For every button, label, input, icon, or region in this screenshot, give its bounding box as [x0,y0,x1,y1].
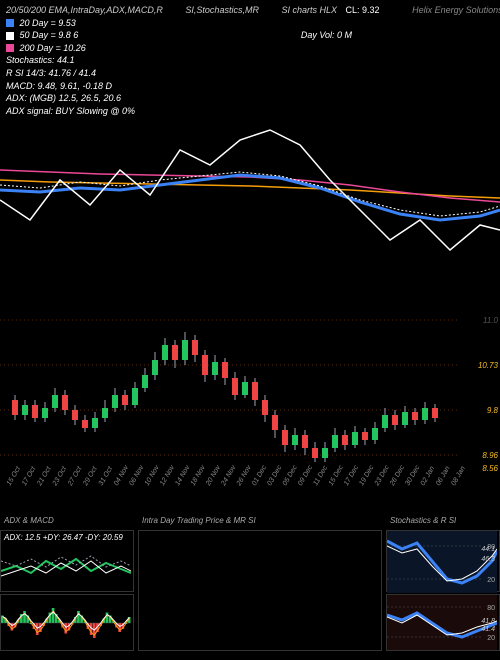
adx-label: ADX: (MGB) 12.5, 26.5, 20.6 [6,92,494,105]
day200-swatch [6,44,14,52]
macd-panel [0,594,134,651]
indicators-list: 20/50/200 EMA,IntraDay,ADX,MACD,R [6,5,163,15]
company-name: Helix Energy Solutions [412,5,500,15]
day50-label: 50 Day = 9.8 6 [20,30,79,40]
svg-text:44.1: 44.1 [481,546,495,553]
cl-value: 9.32 [362,5,380,15]
svg-text:80: 80 [487,605,495,612]
svg-text:41.8: 41.8 [481,618,495,625]
svg-text:8.56: 8.56 [482,464,498,473]
panel-title-adx: ADX & MACD [4,516,54,525]
svg-text:46.3: 46.3 [481,556,495,563]
day20-swatch [6,19,14,27]
rsi-panel: 80 20 41.841.4 [386,594,500,651]
day-vol: Day Vol: 0 M [301,30,352,40]
day20-label: 20 Day = 9.53 [20,18,76,28]
day200-label: 200 Day = 10.26 [20,43,86,53]
svg-text:21 Oct: 21 Oct [36,465,53,488]
svg-text:10.73: 10.73 [478,361,499,370]
svg-text:11.0: 11.0 [483,316,499,325]
rsi-label: R SI 14/3: 41.76 / 41.4 [6,67,494,80]
ticker-label: SI charts HLX [281,5,337,15]
adx-text: ADX: 12.5 +DY: 26.47 -DY: 20.59 [4,533,123,542]
svg-text:23 Oct: 23 Oct [51,465,68,488]
bottom-panels: ADX & MACD ADX: 12.5 +DY: 26.47 -DY: 20.… [0,530,500,655]
panel-title-intraday: Intra Day Trading Price & MR SI [142,516,256,525]
stoch-panel: 802044.146.3 [386,530,500,592]
svg-text:41.4: 41.4 [481,626,495,633]
indicators-list-2: SI,Stochastics,MR [185,5,259,15]
panel-title-stoch: Stochastics & R SI [390,516,456,525]
svg-text:9.8: 9.8 [487,406,499,415]
ema-chart [0,110,500,290]
cl-label: CL: [346,5,360,15]
svg-text:20: 20 [487,577,495,584]
svg-text:27 Oct: 27 Oct [67,465,84,488]
svg-text:8.96: 8.96 [482,451,498,460]
day50-swatch [6,32,14,40]
intraday-panel [138,530,382,651]
svg-text:08 Jan: 08 Jan [450,465,467,487]
chart-header: 20/50/200 EMA,IntraDay,ADX,MACD,R SI,Sto… [0,0,500,121]
svg-text:20: 20 [487,635,495,642]
svg-text:29 Oct: 29 Oct [82,465,99,488]
stochastics-label: Stochastics: 44.1 [6,54,494,67]
macd-label: MACD: 9.48, 9.61, -0.18 D [6,80,494,93]
adx-panel: ADX: 12.5 +DY: 26.47 -DY: 20.59 [0,530,134,592]
candle-chart: 11.010.739.88.968.5615 Oct17 Oct21 Oct23… [0,300,500,490]
